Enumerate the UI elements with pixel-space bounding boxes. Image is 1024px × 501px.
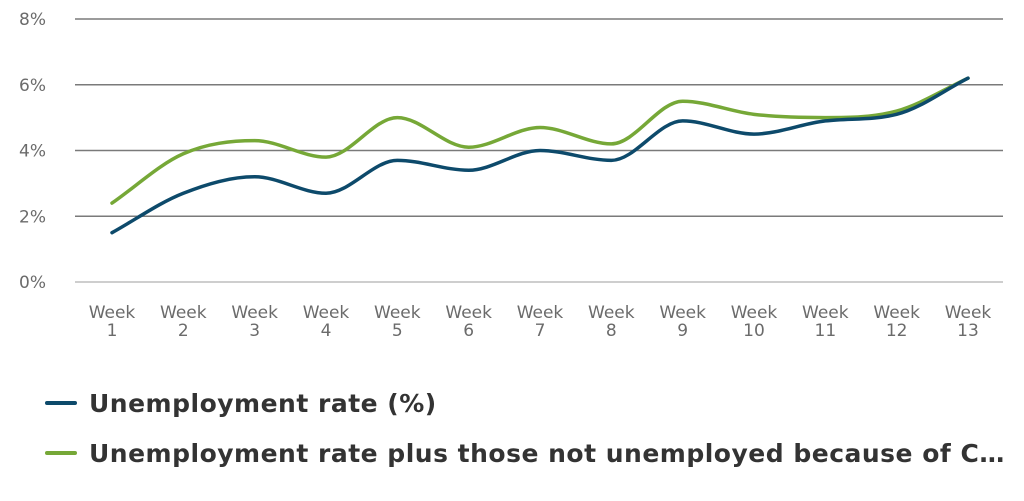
legend-label-unemployment-rate: Unemployment rate (%) [89, 388, 437, 418]
x-tick-label: Week 13 [945, 303, 992, 341]
x-tick-label: Week 11 [802, 303, 849, 341]
series-line-unemployment-rate-plus [110, 76, 970, 205]
x-tick-label: Week 7 [517, 303, 564, 341]
y-tick-label: 6% [19, 76, 46, 96]
x-tick-label: Week 12 [873, 303, 920, 341]
legend-item-unemployment-rate-plus: Unemployment rate plus those not unemplo… [45, 428, 1005, 478]
x-tick-label: Week 8 [588, 303, 635, 341]
x-tick-label: Week 4 [303, 303, 350, 341]
x-tick-label: Week 2 [160, 303, 207, 341]
series-lines [110, 76, 970, 235]
legend-swatch-unemployment-rate [45, 401, 77, 405]
legend-label-unemployment-rate-plus: Unemployment rate plus those not unemplo… [89, 438, 1005, 468]
x-tick-label: Week 10 [731, 303, 778, 341]
y-axis-ticks: 0% 2% 4% 6% 8% [19, 10, 46, 293]
legend-swatch-unemployment-rate-plus [45, 451, 77, 455]
x-tick-label: Week 1 [89, 303, 136, 341]
x-tick-label: Week 9 [659, 303, 706, 341]
x-tick-label: Week 5 [374, 303, 421, 341]
x-axis-ticks: Week 1 Week 2 Week 3 Week 4 Week 5 Week 6 Week 7 Week 8… [89, 303, 992, 341]
y-tick-label: 8% [19, 10, 46, 30]
legend-item-unemployment-rate: Unemployment rate (%) [45, 378, 1005, 428]
legend: Unemployment rate (%) Unemployment rate … [45, 378, 1005, 478]
y-tick-label: 0% [19, 273, 46, 293]
y-tick-label: 2% [19, 207, 46, 227]
x-tick-label: Week 3 [231, 303, 278, 341]
series-line-unemployment-rate [110, 76, 970, 235]
x-tick-label: Week 6 [445, 303, 492, 341]
y-tick-label: 4% [19, 142, 46, 162]
